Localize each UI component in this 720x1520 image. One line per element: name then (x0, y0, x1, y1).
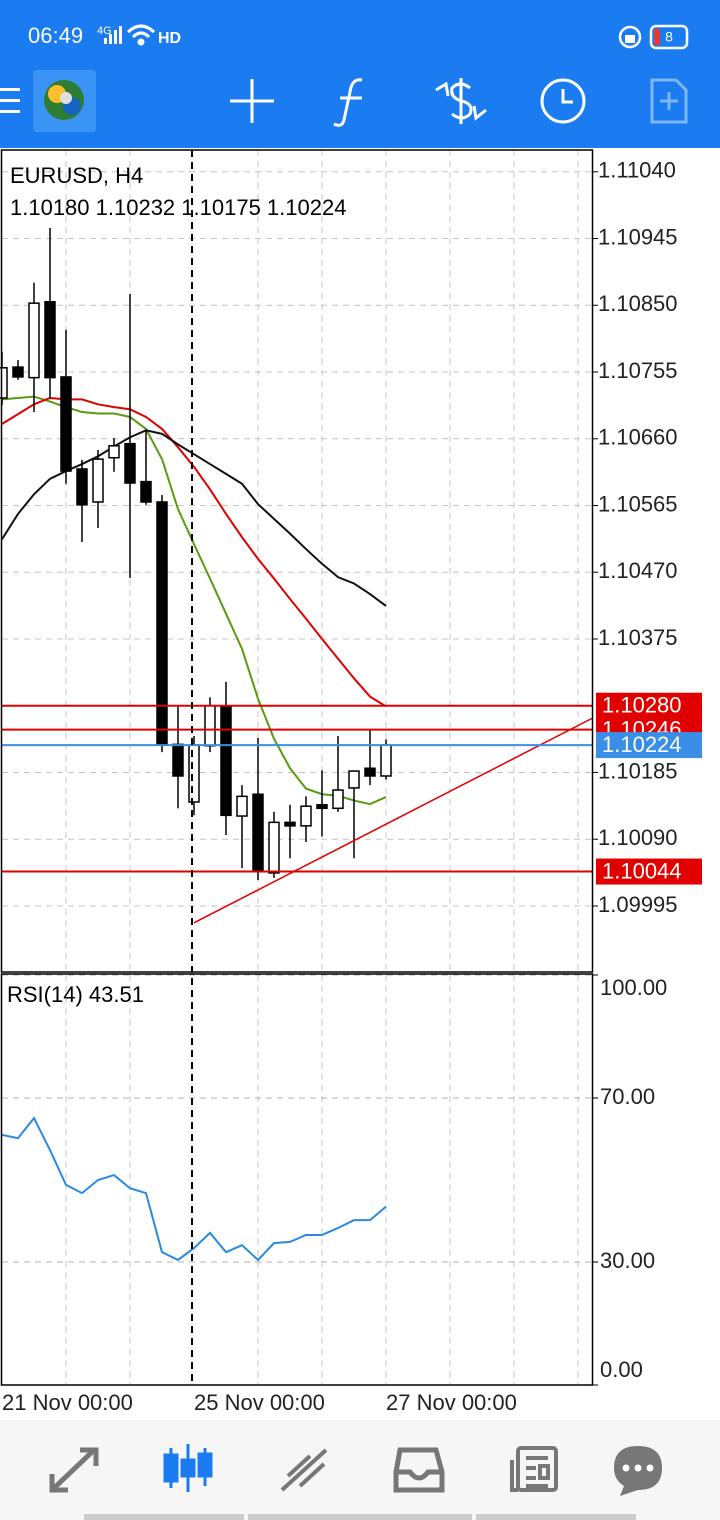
y-tick-label: 1.10850 (598, 291, 678, 316)
rsi-tick-label: 100.00 (600, 975, 667, 1000)
price-level-box (596, 692, 702, 719)
trade-tab[interactable] (280, 1448, 328, 1492)
rsi-value: 43.51 (89, 982, 144, 1007)
candle-body (364, 767, 376, 777)
app-logo[interactable] (33, 70, 96, 132)
candle-body (92, 458, 104, 503)
candle-body (140, 480, 152, 503)
price-level-label: 1.10280 (602, 693, 682, 718)
price-level-box (596, 858, 702, 885)
candle-body (60, 376, 72, 472)
trade-button[interactable] (435, 78, 487, 124)
ohlc-label: 1.10180 1.10232 1.10175 1.10224 (10, 195, 346, 220)
chart-area (0, 148, 720, 1420)
rsi-tick-label: 30.00 (600, 1248, 655, 1273)
candle-body (380, 744, 392, 777)
rsi-tick-label: 0.00 (600, 1357, 643, 1382)
y-tick-label: 1.10090 (598, 825, 678, 850)
menu-button[interactable] (0, 88, 20, 113)
y-tick-label: 1.10660 (598, 425, 678, 450)
rsi-label: RSI(14) 43.51 (7, 982, 144, 1007)
y-tick-label: 1.10185 (598, 758, 678, 783)
candle-body (124, 442, 136, 484)
candle-body (44, 301, 56, 379)
panel-borders (0, 149, 594, 1386)
x-tick-label: 21 Nov 00:00 (2, 1390, 133, 1415)
candle-body (252, 793, 264, 871)
candle-body (156, 501, 168, 746)
period-button[interactable] (540, 78, 586, 124)
y-tick-label: 1.10755 (598, 358, 678, 383)
chat-tab[interactable] (614, 1446, 662, 1496)
candle-body (300, 805, 312, 827)
battery-level (654, 29, 660, 45)
chart-tab[interactable] (163, 1444, 213, 1492)
signal-icon (104, 26, 122, 44)
candle-body (204, 704, 216, 747)
nav-handle (84, 1514, 636, 1520)
candle-body (220, 706, 232, 817)
x-tick-label: 25 Nov 00:00 (194, 1390, 325, 1415)
history-tab[interactable] (393, 1447, 445, 1493)
y-tick-label: 1.09995 (598, 892, 678, 917)
hd-indicator: HD (158, 30, 181, 47)
rsi-tick-label: 70.00 (600, 1084, 655, 1109)
candle-body (76, 468, 88, 506)
crosshair-button[interactable] (230, 79, 274, 123)
price-level-box (596, 732, 702, 759)
candle-body (108, 445, 120, 459)
y-tick-label: 1.10945 (598, 224, 678, 249)
price-level-label: 1.10224 (602, 732, 682, 757)
wifi-icon (126, 24, 156, 46)
candle-body (332, 789, 344, 810)
bottom-nav (0, 1420, 720, 1520)
y-tick-label: 1.11040 (598, 158, 676, 183)
indicators-button[interactable] (333, 78, 363, 127)
y-tick-label: 1.10470 (598, 558, 678, 583)
y-tick-label: 1.10375 (598, 625, 678, 650)
rsi-line (1, 1116, 387, 1262)
quotes-tab[interactable] (49, 1447, 99, 1493)
candle-body (268, 821, 280, 874)
candle-body (316, 804, 328, 810)
trendline (193, 717, 593, 924)
y-tick-label: 1.10565 (598, 491, 678, 516)
price-level-label: 1.10044 (602, 858, 682, 883)
news-tab[interactable] (510, 1446, 558, 1492)
battery-text: 8 (665, 29, 673, 45)
app-header (0, 0, 720, 148)
candle-body (172, 743, 184, 777)
lock-icon (618, 25, 642, 49)
new-order-button[interactable] (650, 78, 688, 124)
rsi-title: RSI(14) (7, 982, 83, 1007)
candle-body (348, 770, 360, 789)
candle-body (188, 744, 200, 803)
network-type: 4G (97, 25, 112, 37)
candle-body (28, 302, 40, 379)
x-tick-label: 27 Nov 00:00 (386, 1390, 517, 1415)
status-time: 06:49 (28, 23, 83, 48)
chart: 1.11040 1.10945 1.10850 1.10755 1.10660 1.105… (0, 150, 702, 1415)
candle-body (236, 795, 248, 817)
candle-body (284, 821, 296, 827)
battery-icon (649, 24, 689, 50)
symbol-label: EURUSD, H4 (10, 163, 143, 188)
candle-body (12, 366, 24, 378)
